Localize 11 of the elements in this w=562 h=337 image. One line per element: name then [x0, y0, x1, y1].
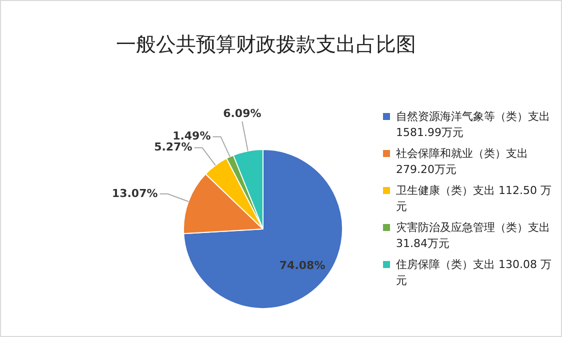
data-label: 74.08% [279, 258, 326, 272]
legend-label: 自然资源海洋气象等（类）支出 1581.99万元 [396, 109, 551, 141]
data-label: 13.07% [112, 186, 158, 200]
legend-label: 住房保障（类）支出 130.08 万元 [396, 257, 552, 289]
chart-title: 一般公共预算财政拨款支出占比图 [115, 31, 417, 58]
data-label: 1.49% [172, 130, 211, 143]
legend-label: 卫生健康（类）支出 112.50 万元 [396, 183, 552, 215]
legend-label: 灾害防治及应急管理（类）支出 31.84万元 [396, 220, 551, 252]
data-label: 6.09% [223, 106, 262, 120]
legend-label: 社会保障和就业（类）支出 279.20万元 [396, 146, 529, 178]
data-label: 5.27% [154, 140, 192, 154]
